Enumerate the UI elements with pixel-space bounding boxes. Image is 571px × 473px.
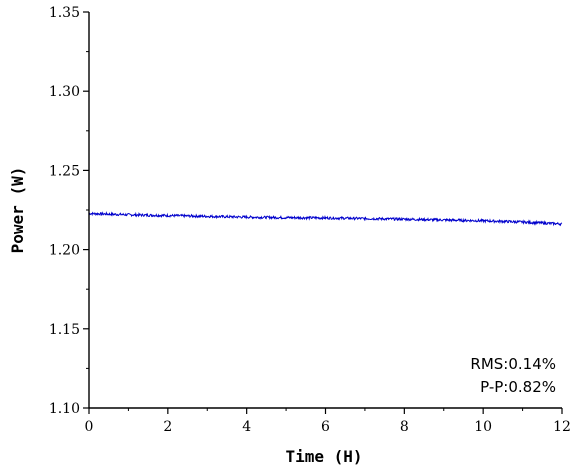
y-tick-label: 1.15 — [49, 322, 80, 338]
x-tick-label: 2 — [163, 419, 172, 435]
y-tick-label: 1.20 — [49, 243, 80, 259]
x-tick-label: 10 — [474, 419, 492, 435]
x-tick-label: 6 — [321, 419, 330, 435]
y-axis-title: Power (W) — [8, 167, 27, 254]
x-axis-title: Time (H) — [285, 447, 362, 466]
x-tick-label: 12 — [553, 419, 571, 435]
y-tick-label: 1.35 — [49, 5, 80, 21]
tick-marks — [83, 11, 563, 414]
peak-to-peak-annotation: P-P:0.82% — [480, 378, 556, 396]
power-series-line — [88, 211, 563, 227]
x-tick-label: 8 — [400, 419, 409, 435]
rms-annotation: RMS:0.14% — [470, 355, 556, 373]
x-tick-label: 0 — [85, 419, 94, 435]
x-tick-label: 4 — [242, 419, 251, 435]
y-tick-label: 1.30 — [49, 84, 80, 100]
plot-area — [88, 211, 563, 227]
tick-labels: 1.10 1.15 1.20 1.25 1.30 1.35 0 2 4 6 8 10 12 — [49, 5, 571, 435]
y-tick-label: 1.25 — [49, 163, 80, 179]
y-tick-label: 1.10 — [49, 401, 80, 417]
axes — [88, 12, 562, 409]
